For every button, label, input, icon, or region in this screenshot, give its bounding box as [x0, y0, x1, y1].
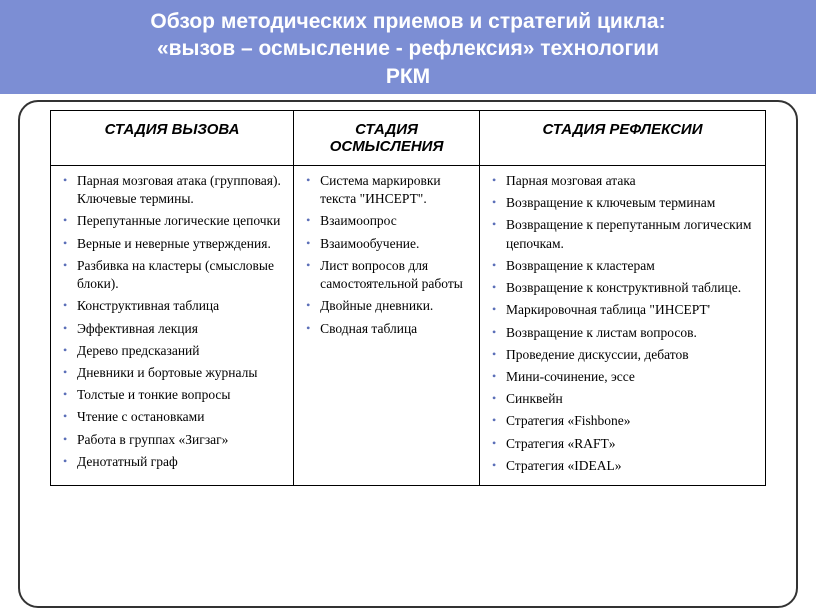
- list-item: Разбивка на кластеры (смысловые блоки).: [61, 257, 285, 293]
- list-challenge: Парная мозговая атака (групповая). Ключе…: [59, 172, 285, 471]
- list-item: Взаимообучение.: [304, 235, 471, 253]
- list-item: Толстые и тонкие вопросы: [61, 386, 285, 404]
- header-stage-reflection: СТАДИЯ РЕФЛЕКСИИ: [479, 111, 765, 166]
- list-comprehension: Система маркировки текста "ИНСЕРТ". Взаим…: [302, 172, 471, 338]
- table-header-row: СТАДИЯ ВЫЗОВА СТАДИЯ ОСМЫСЛЕНИЯ СТАДИЯ Р…: [51, 111, 766, 166]
- list-item: Возвращение к ключевым терминам: [490, 194, 757, 212]
- list-item: Стратегия «Fishbone»: [490, 412, 757, 430]
- list-item: Возвращение к листам вопросов.: [490, 324, 757, 342]
- list-item: Возвращение к перепутанным логическим це…: [490, 216, 757, 252]
- list-item: Денотатный граф: [61, 453, 285, 471]
- list-item: Работа в группах «Зигзаг»: [61, 431, 285, 449]
- list-item: Парная мозговая атака (групповая). Ключе…: [61, 172, 285, 208]
- cell-comprehension: Система маркировки текста "ИНСЕРТ". Взаим…: [294, 166, 480, 486]
- list-item: Система маркировки текста "ИНСЕРТ".: [304, 172, 471, 208]
- table-body-row: Парная мозговая атака (групповая). Ключе…: [51, 166, 766, 486]
- list-item: Проведение дискуссии, дебатов: [490, 346, 757, 364]
- list-item: Чтение с остановками: [61, 408, 285, 426]
- list-item: Стратегия «IDEAL»: [490, 457, 757, 475]
- cell-reflection: Парная мозговая атака Возвращение к ключе…: [479, 166, 765, 486]
- list-item: Синквейн: [490, 390, 757, 408]
- list-reflection: Парная мозговая атака Возвращение к ключе…: [488, 172, 757, 475]
- header-stage-challenge: СТАДИЯ ВЫЗОВА: [51, 111, 294, 166]
- list-item: Эффективная лекция: [61, 320, 285, 338]
- list-item: Дерево предсказаний: [61, 342, 285, 360]
- title-line-3: РКМ: [20, 63, 796, 90]
- list-item: Лист вопросов для самостоятельной работы: [304, 257, 471, 293]
- list-item: Верные и неверные утверждения.: [61, 235, 285, 253]
- header-stage-comprehension: СТАДИЯ ОСМЫСЛЕНИЯ: [294, 111, 480, 166]
- table-container: СТАДИЯ ВЫЗОВА СТАДИЯ ОСМЫСЛЕНИЯ СТАДИЯ Р…: [50, 110, 766, 599]
- list-item: Мини-сочинение, эссе: [490, 368, 757, 386]
- list-item: Дневники и бортовые журналы: [61, 364, 285, 382]
- list-item: Стратегия «RAFT»: [490, 435, 757, 453]
- list-item: Маркировочная таблица "ИНСЕРТ': [490, 301, 757, 319]
- list-item: Конструктивная таблица: [61, 297, 285, 315]
- list-item: Взаимоопрос: [304, 212, 471, 230]
- list-item: Перепутанные логические цепочки: [61, 212, 285, 230]
- cell-challenge: Парная мозговая атака (групповая). Ключе…: [51, 166, 294, 486]
- title-line-2: «вызов – осмысление - рефлексия» техноло…: [20, 35, 796, 62]
- strategies-table: СТАДИЯ ВЫЗОВА СТАДИЯ ОСМЫСЛЕНИЯ СТАДИЯ Р…: [50, 110, 766, 486]
- list-item: Возвращение к конструктивной таблице.: [490, 279, 757, 297]
- list-item: Возвращение к кластерам: [490, 257, 757, 275]
- title-bar: Обзор методических приемов и стратегий ц…: [0, 0, 816, 94]
- title-line-1: Обзор методических приемов и стратегий ц…: [20, 8, 796, 35]
- list-item: Двойные дневники.: [304, 297, 471, 315]
- list-item: Сводная таблица: [304, 320, 471, 338]
- list-item: Парная мозговая атака: [490, 172, 757, 190]
